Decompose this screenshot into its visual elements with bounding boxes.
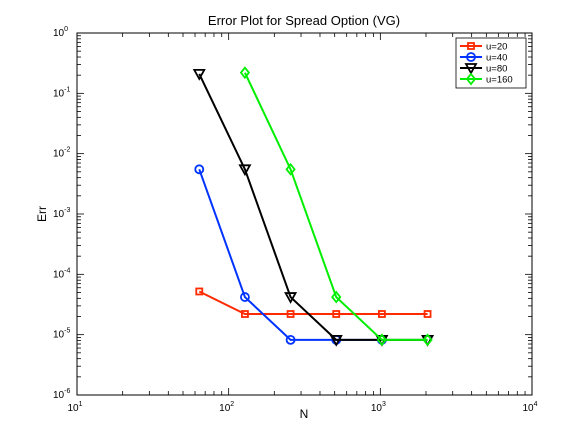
data-point-square [377, 310, 386, 318]
data-point-diamond [376, 333, 388, 347]
y-tick-label: 100 [53, 26, 68, 39]
y-axis-label: Err [35, 206, 49, 222]
data-point-triangle [192, 68, 206, 81]
data-point-diamond [331, 290, 342, 304]
series-u=160 [239, 66, 433, 347]
y-tick-label: 10-1 [53, 86, 70, 99]
series-line [198, 290, 428, 316]
legend-item: u=160 [460, 72, 513, 86]
data-point-circle [466, 52, 476, 62]
data-point-circle [240, 292, 250, 302]
legend-item: u=80 [460, 63, 507, 75]
data-point-square [195, 287, 204, 296]
series-layer [192, 66, 435, 347]
legend-item: u=40 [460, 52, 507, 64]
data-point-triangle [329, 334, 343, 347]
data-point-triangle [238, 164, 252, 177]
legend-label: u=20 [486, 42, 507, 53]
data-point-square [241, 310, 249, 318]
chart-title: Error Plot for Spread Option (VG) [208, 13, 400, 28]
data-point-diamond [465, 72, 477, 86]
data-point-square [332, 310, 341, 318]
x-tick-label: 104 [522, 401, 537, 414]
data-point-circle [285, 334, 296, 345]
x-axis-label: N [300, 407, 309, 421]
legend-label: u=160 [486, 75, 513, 86]
legend-item: u=20 [460, 42, 507, 53]
legend-label: u=40 [486, 53, 507, 64]
data-point-circle [194, 164, 205, 175]
y-tick-label: 10-3 [53, 207, 70, 220]
tick-labels: 101 102 103 104 100 10-1 10-2 10-3 10-4 10-5 10-6 [53, 26, 538, 414]
plot-area [77, 33, 532, 395]
y-tick-label: 10-6 [53, 388, 70, 401]
data-point-diamond [239, 66, 251, 80]
data-point-diamond [422, 333, 433, 347]
y-tick-label: 10-4 [53, 267, 70, 280]
x-tick-label: 103 [371, 401, 386, 414]
y-tick-label: 10-2 [53, 147, 70, 160]
data-point-triangle [284, 292, 298, 304]
data-point-square [423, 310, 432, 318]
y-tick-label: 10-5 [53, 328, 70, 341]
plot-frame [76, 32, 533, 396]
data-point-diamond [285, 162, 296, 176]
data-point-triangle [464, 63, 478, 75]
legend-label: u=80 [486, 64, 507, 75]
x-tick-label: 101 [67, 401, 82, 414]
series-u=20 [195, 287, 432, 318]
series-line [244, 72, 428, 341]
data-point-square [467, 42, 475, 50]
legend: u=20u=40u=80u=160 [455, 37, 527, 89]
x-tick-label: 102 [219, 401, 234, 414]
data-point-square [286, 310, 295, 318]
ticks [76, 32, 533, 396]
